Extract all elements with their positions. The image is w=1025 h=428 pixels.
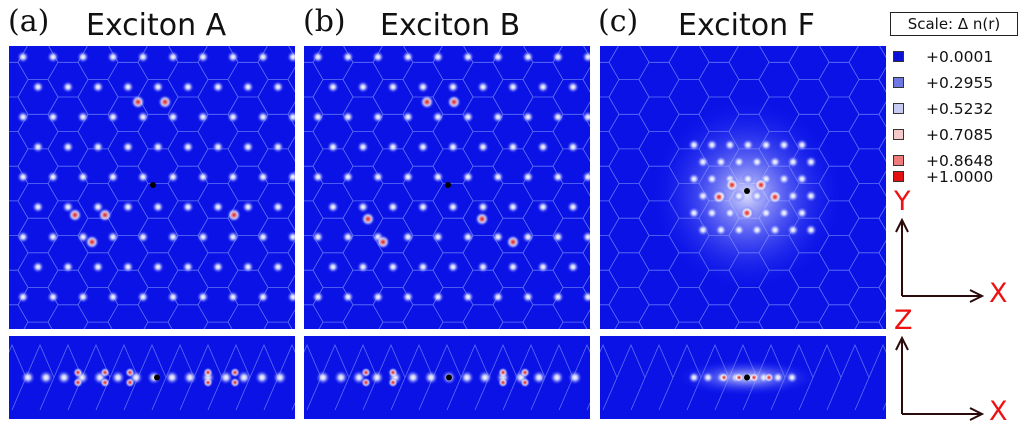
legend-swatch: [893, 51, 904, 62]
x2-axis-label: X: [989, 396, 1008, 427]
panel-c-label: (c): [598, 4, 639, 39]
panel-c-title: Exciton F: [678, 8, 815, 43]
x-axis-arrowhead: [969, 289, 985, 303]
z-axis-label: Z: [894, 305, 913, 336]
panel-a-label: (a): [8, 4, 50, 39]
legend-swatch: [893, 77, 904, 88]
legend-item: +0.8648: [893, 150, 1023, 172]
axis-arrows: [895, 217, 985, 421]
panel-b-side-view: [303, 335, 591, 420]
legend-swatch: [893, 103, 904, 114]
panel-c-side-view: [599, 335, 887, 420]
panel-b-label: (b): [303, 4, 346, 39]
panel-a-top-view: [8, 45, 296, 330]
legend-value: +0.7085: [926, 126, 994, 144]
z-axis-arrowhead: [895, 335, 909, 351]
y-axis-label: Y: [894, 186, 911, 217]
scale-title: Scale: Δ n(r): [890, 12, 1018, 36]
panel-a-side-view: [8, 335, 296, 420]
panel-b-top-view: [303, 45, 591, 330]
legend-item: +0.2955: [893, 72, 1023, 94]
legend-value: +0.8648: [926, 152, 994, 170]
x2-axis-arrowhead: [969, 407, 985, 421]
legend-swatch: [893, 129, 904, 140]
x-axis-label: X: [989, 278, 1008, 309]
panel-b-title: Exciton B: [380, 8, 521, 43]
legend-item: +0.5232: [893, 98, 1023, 120]
y-axis-arrowhead: [895, 217, 909, 233]
panel-a-title: Exciton A: [86, 8, 227, 43]
legend-item: +0.7085: [893, 124, 1023, 146]
legend-swatch: [893, 155, 904, 166]
legend-item: +0.0001: [893, 46, 1023, 68]
legend-item: +1.0000: [893, 166, 1023, 188]
legend-value: +0.0001: [926, 48, 994, 66]
legend-swatch: [893, 171, 904, 182]
legend-value: +0.5232: [926, 100, 994, 118]
panel-c-top-view: [599, 45, 887, 330]
legend-value: +1.0000: [926, 168, 994, 186]
legend-value: +0.2955: [926, 74, 994, 92]
